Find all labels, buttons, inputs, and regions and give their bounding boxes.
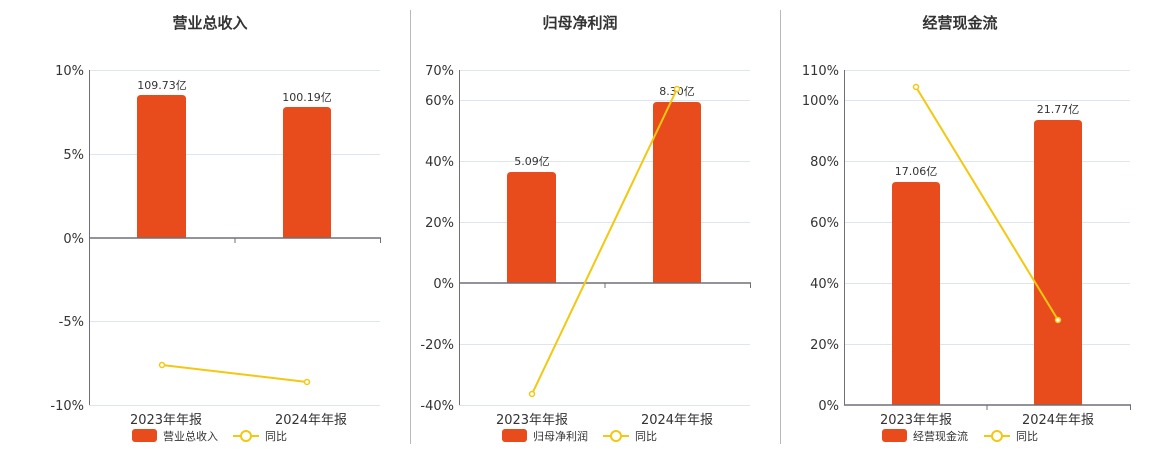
y-tick: 100% <box>802 94 839 109</box>
bar-value-label: 21.77亿 <box>1037 103 1080 116</box>
y-tick: 0% <box>433 277 454 292</box>
legend-bar-swatch <box>502 429 527 442</box>
chart-title: 归母净利润 <box>542 14 617 32</box>
y-tick: 70% <box>425 64 454 79</box>
bar-value-label: 100.19亿 <box>282 91 332 104</box>
yoy-point[interactable] <box>1054 316 1062 324</box>
bar-value-label: 5.09亿 <box>514 155 550 168</box>
legend-bar-label: 归母净利润 <box>533 429 588 443</box>
y-tick: 20% <box>810 338 839 353</box>
x-tick: 2023年年报 <box>130 413 202 428</box>
x-tick: 2024年年报 <box>641 413 713 428</box>
legend[interactable]: 营业总收入 同比 <box>132 429 287 443</box>
grid-lines <box>844 70 1130 345</box>
x-tick: 2023年年报 <box>496 413 568 428</box>
y-tick: 60% <box>810 216 839 231</box>
legend-line-label: 同比 <box>265 430 287 443</box>
y-axis-labels: 110% 100% 80% 60% 40% 20% 0% <box>802 64 839 414</box>
y-tick: 40% <box>425 155 454 170</box>
chart-net-profit: 归母净利润 70% 60% 40% 20% 0% -20% -40% 5.09亿… <box>420 14 751 443</box>
legend-bar-label: 营业总收入 <box>163 429 218 443</box>
legend[interactable]: 经营现金流 同比 <box>882 429 1038 443</box>
y-tick: 10% <box>55 64 84 79</box>
y-tick: 5% <box>63 148 84 163</box>
chart-operating-cashflow: 经营现金流 110% 100% 80% 60% 40% 20% 0% 17.06… <box>802 14 1131 443</box>
y-tick: 0% <box>63 232 84 247</box>
legend-line-label: 同比 <box>635 430 657 443</box>
legend-bar-swatch <box>882 429 907 442</box>
bar-value-label: 109.73亿 <box>137 79 187 92</box>
bar-2024[interactable] <box>283 107 331 238</box>
bar-2023[interactable] <box>507 172 556 283</box>
panel-divider <box>410 10 411 444</box>
y-tick: 20% <box>425 216 454 231</box>
bar-2024[interactable] <box>1034 120 1082 405</box>
x-tick: 2023年年报 <box>880 413 952 428</box>
bar-2023[interactable] <box>892 182 940 405</box>
yoy-point[interactable] <box>158 361 166 369</box>
y-tick: 0% <box>818 399 839 414</box>
yoy-point[interactable] <box>303 378 311 386</box>
y-tick: -40% <box>420 399 454 414</box>
x-tick: 2024年年报 <box>1022 413 1094 428</box>
y-tick: 80% <box>810 155 839 170</box>
legend-bar-label: 经营现金流 <box>913 429 968 443</box>
y-tick: -5% <box>59 315 84 330</box>
yoy-line <box>915 86 1059 321</box>
bar-2024[interactable] <box>653 102 701 283</box>
y-tick: 60% <box>425 94 454 109</box>
legend-circle-icon <box>991 430 1003 442</box>
y-tick: -10% <box>50 399 84 414</box>
bar-value-label: 17.06亿 <box>895 165 938 178</box>
yoy-line <box>161 364 308 383</box>
chart-revenue: 营业总收入 10% 5% 0% -5% -10% 109.73亿 100.19亿 <box>50 14 381 443</box>
y-tick: -20% <box>420 338 454 353</box>
chart-title: 营业总收入 <box>172 14 247 32</box>
legend-circle-icon <box>610 430 622 442</box>
yoy-point[interactable] <box>673 85 681 93</box>
y-axis-labels: 70% 60% 40% 20% 0% -20% -40% <box>420 64 454 414</box>
yoy-point[interactable] <box>912 83 920 91</box>
legend-circle-icon <box>240 430 252 442</box>
chart-title: 经营现金流 <box>922 14 997 32</box>
grid-lines <box>459 70 750 406</box>
y-tick: 110% <box>802 64 839 79</box>
legend-bar-swatch <box>132 429 157 442</box>
legend[interactable]: 归母净利润 同比 <box>502 429 657 443</box>
yoy-point[interactable] <box>528 390 536 398</box>
y-tick: 40% <box>810 277 839 292</box>
yoy-line <box>531 88 678 395</box>
y-axis-labels: 10% 5% 0% -5% -10% <box>50 64 84 414</box>
x-tick: 2024年年报 <box>275 413 347 428</box>
legend-line-label: 同比 <box>1016 430 1038 443</box>
panel-divider <box>780 10 781 444</box>
bar-2023[interactable] <box>137 95 186 238</box>
